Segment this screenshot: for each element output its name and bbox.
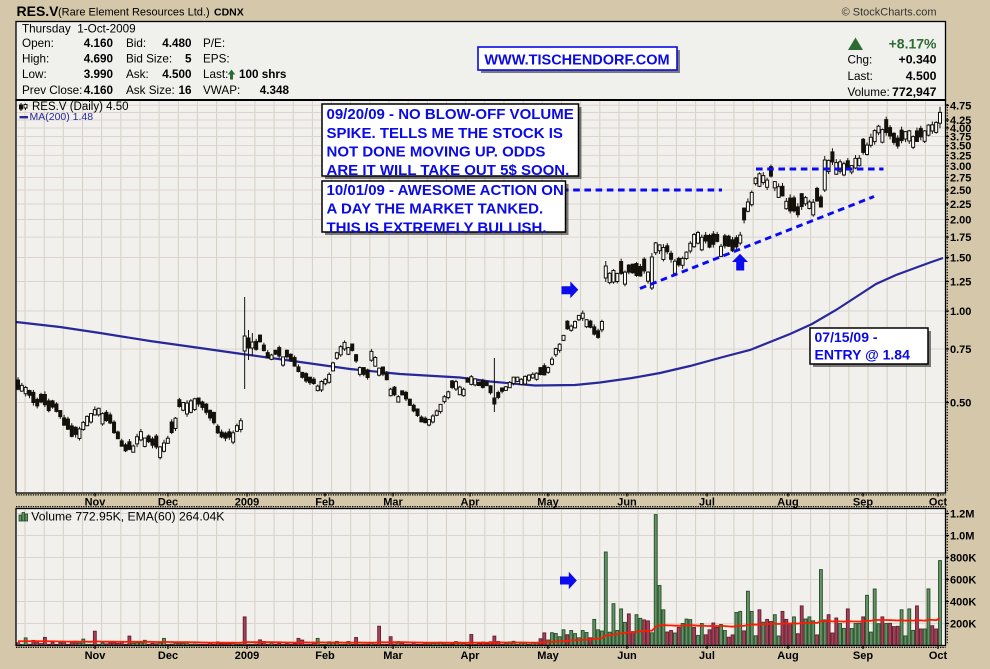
svg-text:A DAY THE MARKET TANKED.: A DAY THE MARKET TANKED. xyxy=(327,201,544,218)
svg-text:4.160: 4.160 xyxy=(84,84,114,97)
svg-text:+0.340: +0.340 xyxy=(899,53,937,67)
svg-text:4.75: 4.75 xyxy=(950,100,971,112)
svg-text:2.25: 2.25 xyxy=(950,199,971,211)
svg-text:4.00: 4.00 xyxy=(950,123,971,135)
svg-text:High:: High: xyxy=(22,53,49,66)
svg-text:Jun: Jun xyxy=(617,650,637,662)
svg-text:4.690: 4.690 xyxy=(84,53,114,66)
svg-text:10/01/09 - AWESOME ACTION ON: 10/01/09 - AWESOME ACTION ON xyxy=(327,182,564,199)
svg-text:772,947: 772,947 xyxy=(892,85,937,99)
svg-text:VWAP:: VWAP: xyxy=(203,84,240,97)
svg-text:May: May xyxy=(537,496,559,508)
svg-text:Aug: Aug xyxy=(777,496,798,508)
svg-text:5: 5 xyxy=(185,53,192,66)
svg-text:0.50: 0.50 xyxy=(950,398,971,410)
svg-text:RES.V: RES.V xyxy=(17,3,60,19)
svg-text:Sep: Sep xyxy=(853,496,873,508)
svg-text:3.50: 3.50 xyxy=(950,141,971,153)
svg-text:© StockCharts.com: © StockCharts.com xyxy=(842,7,937,19)
svg-text:4.348: 4.348 xyxy=(260,84,290,97)
svg-text:Last:: Last: xyxy=(848,70,873,83)
svg-text:Apr: Apr xyxy=(461,650,481,662)
svg-text:4.25: 4.25 xyxy=(950,115,971,127)
svg-text:200K: 200K xyxy=(950,619,976,631)
svg-text:400K: 400K xyxy=(950,597,976,609)
svg-text:4.500: 4.500 xyxy=(906,69,937,83)
svg-text:RES.V (Daily) 4.50: RES.V (Daily) 4.50 xyxy=(32,101,129,113)
svg-text:2.00: 2.00 xyxy=(950,215,971,227)
svg-text:Nov: Nov xyxy=(85,496,107,508)
svg-text:Bid:: Bid: xyxy=(126,37,146,50)
svg-text:Volume:: Volume: xyxy=(848,86,890,99)
svg-text:07/15/09 -: 07/15/09 - xyxy=(815,329,878,345)
svg-text:4.160: 4.160 xyxy=(84,37,114,50)
svg-text:+8.17%: +8.17% xyxy=(889,36,937,52)
svg-text:Volume 772.95K, EMA(60) 264.04: Volume 772.95K, EMA(60) 264.04K xyxy=(31,509,224,523)
svg-text:EPS:: EPS: xyxy=(203,53,230,66)
svg-text:NOT DONE MOVING UP. ODDS: NOT DONE MOVING UP. ODDS xyxy=(327,144,546,161)
svg-text:Feb: Feb xyxy=(315,650,335,662)
svg-text:Thursday 1-Oct-2009: Thursday 1-Oct-2009 xyxy=(22,23,136,36)
svg-text:Mar: Mar xyxy=(383,496,403,508)
svg-text:2.50: 2.50 xyxy=(950,185,971,197)
svg-text:ARE IT WILL TAKE OUT 5$ SOON.: ARE IT WILL TAKE OUT 5$ SOON. xyxy=(327,162,570,179)
svg-text:Dec: Dec xyxy=(158,650,178,662)
svg-text:(Rare Element Resources Ltd.): (Rare Element Resources Ltd.) xyxy=(58,7,210,19)
svg-text:THIS IS EXTREMELY BULLISH.: THIS IS EXTREMELY BULLISH. xyxy=(327,219,547,236)
svg-text:1.2M: 1.2M xyxy=(950,509,974,521)
svg-text:Last:: Last: xyxy=(203,68,228,81)
svg-text:3.990: 3.990 xyxy=(84,68,114,81)
svg-text:2009: 2009 xyxy=(235,650,259,662)
svg-text:Prev Close:: Prev Close: xyxy=(22,84,82,97)
svg-text:WWW.TISCHENDORF.COM: WWW.TISCHENDORF.COM xyxy=(484,53,669,69)
svg-text:16: 16 xyxy=(178,84,192,97)
svg-text:Apr: Apr xyxy=(461,496,481,508)
svg-text:Aug: Aug xyxy=(777,650,798,662)
svg-text:Jun: Jun xyxy=(617,496,637,508)
svg-text:ENTRY @ 1.84: ENTRY @ 1.84 xyxy=(815,346,911,362)
svg-text:Nov: Nov xyxy=(85,650,107,662)
svg-text:Ask:: Ask: xyxy=(126,68,149,81)
svg-text:Feb: Feb xyxy=(315,496,335,508)
svg-text:3.75: 3.75 xyxy=(950,132,971,144)
svg-text:3.25: 3.25 xyxy=(950,150,971,162)
svg-text:Dec: Dec xyxy=(158,496,178,508)
svg-text:Oct: Oct xyxy=(929,496,948,508)
svg-text:600K: 600K xyxy=(950,575,976,587)
svg-text:1.75: 1.75 xyxy=(950,232,971,244)
svg-text:09/20/09 - NO BLOW-OFF VOLUME: 09/20/09 - NO BLOW-OFF VOLUME xyxy=(327,106,574,123)
svg-text:2.75: 2.75 xyxy=(950,173,971,185)
svg-text:Open:: Open: xyxy=(22,37,54,50)
svg-text:3.00: 3.00 xyxy=(950,161,971,173)
svg-text:Jul: Jul xyxy=(699,496,715,508)
svg-text:Chg:: Chg: xyxy=(848,54,873,67)
svg-text:Low:: Low: xyxy=(22,68,47,81)
svg-text:4.500: 4.500 xyxy=(162,68,192,81)
svg-text:Jul: Jul xyxy=(699,650,715,662)
svg-text:0.75: 0.75 xyxy=(950,344,971,356)
svg-text:SPIKE. TELLS ME THE STOCK IS: SPIKE. TELLS ME THE STOCK IS xyxy=(327,125,563,142)
svg-text:CDNX: CDNX xyxy=(214,6,244,18)
svg-text:1.00: 1.00 xyxy=(950,306,971,318)
svg-text:Mar: Mar xyxy=(383,650,403,662)
svg-text:800K: 800K xyxy=(950,553,976,565)
svg-text:May: May xyxy=(537,650,559,662)
svg-text:100 shrs: 100 shrs xyxy=(239,68,287,81)
svg-text:1.0M: 1.0M xyxy=(950,531,974,543)
svg-text:Sep: Sep xyxy=(853,650,873,662)
svg-text:1.50: 1.50 xyxy=(950,253,971,265)
svg-text:Oct: Oct xyxy=(929,650,948,662)
svg-text:P/E:: P/E: xyxy=(203,37,225,50)
svg-text:Ask Size:: Ask Size: xyxy=(126,84,175,97)
svg-text:1.25: 1.25 xyxy=(950,277,971,289)
svg-text:4.480: 4.480 xyxy=(162,37,192,50)
svg-text:Bid Size:: Bid Size: xyxy=(126,53,172,66)
svg-text:MA(200) 1.48: MA(200) 1.48 xyxy=(30,111,94,123)
svg-text:2009: 2009 xyxy=(235,496,259,508)
